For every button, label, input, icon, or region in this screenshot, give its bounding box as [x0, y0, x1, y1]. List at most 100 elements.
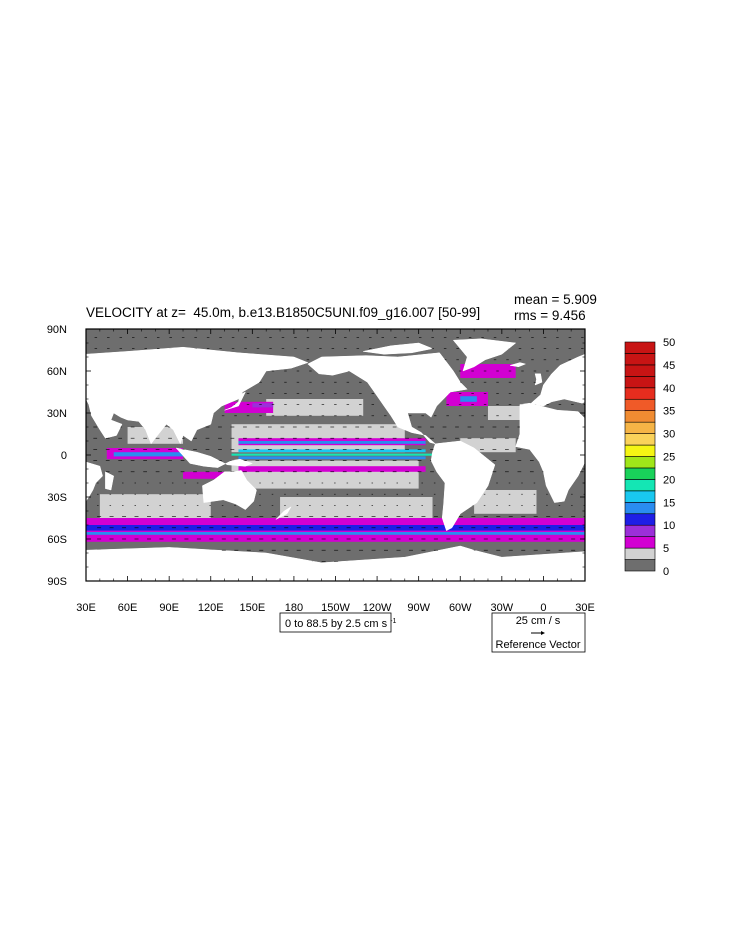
colorbar-segment: [624, 490, 656, 503]
x-tick-label: 30E: [575, 602, 595, 614]
colorbar-label: 10: [663, 520, 675, 532]
colorbar-label: 40: [663, 383, 675, 395]
velocity-band: [266, 399, 364, 416]
colorbar-label: 50: [663, 337, 675, 349]
velocity-band: [183, 471, 225, 479]
colorbar-segment: [624, 364, 656, 377]
velocity-band: [224, 401, 274, 413]
colorbar-segment: [624, 559, 656, 572]
landmass-mask-south-america: [431, 441, 495, 531]
y-tick-label: 0: [61, 450, 67, 462]
y-tick-label: 60S: [47, 534, 67, 546]
colorbar-segment: [624, 479, 656, 492]
colorbar-segment: [624, 433, 656, 446]
velocity-band: [86, 532, 585, 535]
colorbar-label: 5: [663, 543, 669, 555]
landmass-mask-north-america: [307, 352, 468, 444]
colorbar-label: 0: [663, 566, 669, 578]
reference-vector-magnitude: 25 cm / s: [516, 615, 561, 627]
reference-arrow-icon: [531, 631, 545, 635]
y-tick-label: 30N: [47, 408, 67, 420]
figure-title: VELOCITY at z= 45.0m, b.e13.B1850C5UNI.f…: [86, 305, 480, 320]
latitude-tick-labels: 90N 60N 30N 0 30S 60S 90S: [47, 324, 67, 588]
landmass-mask-uk: [535, 373, 542, 385]
x-tick-label: 90E: [159, 602, 179, 614]
x-tick-label: 150W: [321, 602, 350, 614]
colorbar-segment: [624, 376, 656, 389]
x-tick-label: 180: [285, 602, 303, 614]
velocity-band: [238, 456, 426, 460]
landmass-mask-new-zealand: [275, 506, 292, 520]
colorbar-label: 35: [663, 406, 675, 418]
colorbar-segment: [624, 421, 656, 434]
contour-info-box: 0 to 88.5 by 2.5 cm s -1: [279, 612, 397, 633]
velocity-vectors: [86, 337, 585, 581]
mean-value: mean = 5.909: [514, 292, 597, 307]
colorbar-segment: [624, 536, 656, 549]
longitude-tick-labels: 30E 60E 90E 120E 150E 180 150W 120W 90W 60W 30W 0 30…: [76, 602, 595, 614]
colorbar-segment: [624, 353, 656, 366]
x-tick-label: 30E: [76, 602, 96, 614]
colorbar-label: 15: [663, 497, 675, 509]
x-tick-label: 30W: [491, 602, 514, 614]
colorbar: [624, 341, 656, 572]
reference-vector-box: 25 cm / s Reference Vector: [491, 612, 586, 653]
contour-info-exponent: -1: [390, 618, 396, 625]
x-tick-label: 0: [540, 602, 546, 614]
velocity-band: [238, 441, 426, 444]
landmass-mask-japan: [224, 392, 246, 411]
colorbar-label: 25: [663, 452, 675, 464]
velocity-band: [460, 364, 516, 378]
landmass-mask-iceland: [510, 362, 526, 367]
y-tick-label: 60N: [47, 366, 67, 378]
landmass-mask-africa: [515, 403, 585, 503]
velocity-band: [460, 396, 477, 402]
colorbar-segment: [624, 501, 656, 515]
map-ticks: [85, 328, 586, 582]
velocity-band: [113, 452, 184, 457]
y-tick-label: 90N: [47, 324, 67, 336]
colorbar-label: 45: [663, 360, 675, 372]
landmass-mask-antarctica: [86, 546, 585, 581]
colorbar-segment: [624, 398, 656, 411]
x-tick-label: 120E: [198, 602, 224, 614]
velocity-band: [231, 460, 419, 489]
velocity-band: [99, 494, 211, 518]
x-tick-label: 120W: [363, 602, 392, 614]
reference-vector-label: Reference Vector: [496, 639, 581, 651]
x-tick-label: 60W: [449, 602, 472, 614]
colorbar-labels: 0 5 10 15 20 25 30 35 40 45 50: [663, 337, 675, 578]
landmass-mask-africa-east: [86, 462, 103, 502]
velocity-band: [474, 490, 537, 514]
landmass-mask-greenland: [453, 338, 516, 371]
x-tick-label: 60E: [118, 602, 138, 614]
colorbar-segment: [624, 410, 656, 423]
x-tick-label: 90W: [407, 602, 430, 614]
landmass-mask-arctic-islands: [363, 343, 433, 355]
y-tick-label: 30S: [47, 492, 67, 504]
colorbar-label: 20: [663, 474, 675, 486]
rms-value: rms = 9.456: [514, 308, 586, 323]
colorbar-segment: [624, 444, 656, 457]
colorbar-segment: [624, 387, 656, 400]
landmass-mask-australia: [202, 470, 257, 510]
landmass-mask-indonesia: [176, 448, 253, 468]
velocity-band: [252, 403, 274, 408]
colorbar-segment: [624, 547, 656, 560]
colorbar-segment: [624, 341, 656, 354]
colorbar-label: 30: [663, 429, 675, 441]
velocity-band: [231, 453, 433, 456]
velocity-band: [280, 497, 433, 518]
colorbar-segment: [624, 456, 656, 469]
landmass-mask-asia-west: [86, 347, 308, 444]
y-tick-label: 90S: [47, 576, 67, 588]
map-panel: 30E 60E 90E 120E 150E 180 150W 120W 90W 60W 30W 0 30…: [47, 324, 595, 614]
landmass-mask-europe-asia: [529, 354, 585, 406]
landmass-mask-madagascar: [105, 471, 114, 490]
velocity-band: [238, 449, 426, 453]
colorbar-segment: [624, 513, 656, 526]
x-tick-label: 150E: [239, 602, 265, 614]
velocity-band: [238, 466, 426, 472]
colorbar-segment: [624, 524, 656, 537]
